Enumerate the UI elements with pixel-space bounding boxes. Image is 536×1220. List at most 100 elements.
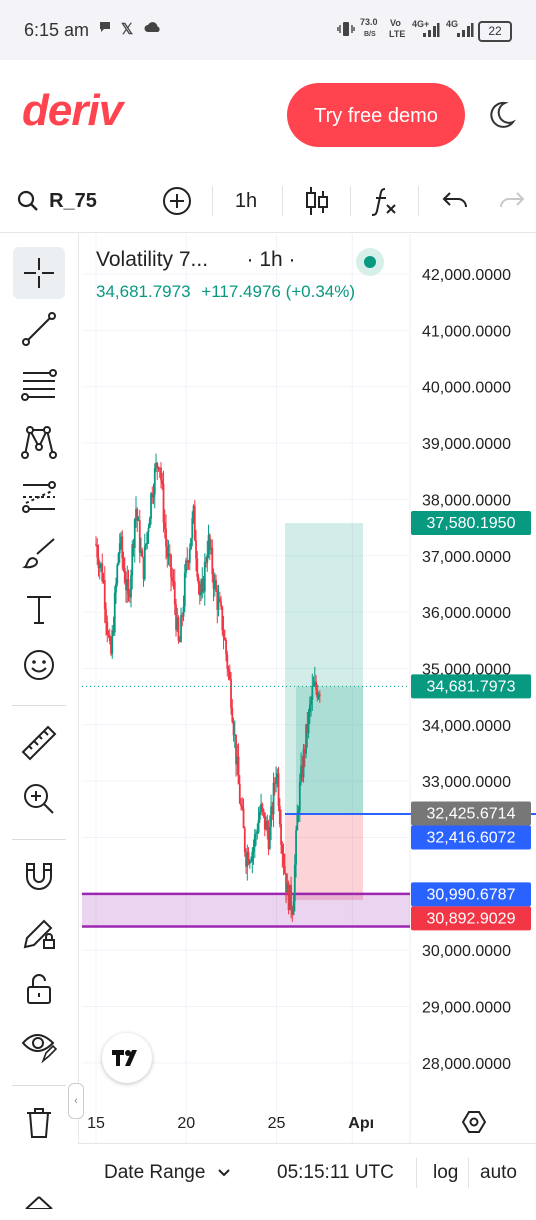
undo-button[interactable] (437, 170, 473, 232)
candle-body (198, 583, 201, 596)
price-tick-label: 31,000.0000 (422, 887, 511, 904)
brush-tool[interactable] (13, 527, 65, 579)
remove-drawings-tool[interactable] (13, 1097, 65, 1149)
candle-body (187, 562, 190, 564)
try-free-demo-button[interactable]: Try free demo (287, 83, 465, 147)
candle-body (241, 806, 244, 809)
candle-body (153, 468, 156, 495)
candle-body (307, 711, 310, 734)
crosshair-tool[interactable] (13, 247, 65, 299)
text-tool[interactable] (13, 583, 65, 635)
deriv-logo[interactable]: deriv (22, 86, 123, 135)
collapse-toolbar-tab[interactable]: ‹ (68, 1083, 84, 1119)
candle-body (132, 544, 135, 549)
candle-body (215, 580, 217, 591)
plus-circle-icon (163, 187, 191, 215)
candle-body (183, 572, 186, 607)
candle-body (133, 519, 136, 549)
prediction-tool[interactable] (13, 471, 65, 523)
candle-body (288, 884, 291, 910)
price-badge (411, 825, 531, 850)
candle-body (167, 553, 170, 558)
date-range-button[interactable]: Date Range (104, 1162, 231, 1184)
symbol-label: R_75 (49, 189, 97, 212)
candle-body (247, 852, 250, 864)
zoom-in-tool[interactable] (13, 773, 65, 825)
support-zone (82, 893, 410, 927)
candle-body (121, 536, 124, 559)
candle-body (275, 778, 277, 784)
candle-body (311, 685, 314, 701)
candle-body (237, 756, 240, 785)
price-badge-text: 34,681.7973 (427, 678, 516, 695)
tv-logo-icon (112, 1050, 137, 1066)
chart-legend[interactable]: Volatility 7... · 1h · 34,681.7973 +117.… (96, 248, 355, 301)
candle-body (253, 834, 256, 848)
candle-body (262, 809, 265, 813)
candle-body (280, 823, 282, 845)
price-tick-label: 41,000.0000 (422, 323, 511, 340)
candle-body (315, 681, 317, 690)
chart-settings-button[interactable] (461, 1110, 487, 1134)
chart-grid (82, 234, 411, 1143)
search-icon (17, 190, 38, 211)
price-tick-label: 40,000.0000 (422, 380, 511, 397)
ruler-tool[interactable] (13, 717, 65, 769)
magnet-tool[interactable] (13, 851, 65, 903)
fib-tool[interactable] (13, 359, 65, 411)
candle-body (233, 734, 236, 736)
candle-body (256, 832, 259, 834)
candle-body (258, 811, 261, 820)
hide-drawings-tool[interactable] (13, 1019, 65, 1071)
candle-body (95, 544, 97, 546)
candle-body (127, 579, 130, 594)
candle-body (211, 547, 214, 575)
candle-body (116, 564, 119, 584)
candle-body (202, 578, 205, 592)
candle-body (185, 560, 187, 573)
lock-drawings-tool[interactable] (13, 963, 65, 1015)
vibrate-icon (337, 21, 355, 41)
redo-button[interactable] (494, 170, 530, 232)
brush-icon (21, 538, 55, 569)
interval-button[interactable]: 1h (234, 189, 258, 212)
candle-body (141, 550, 144, 558)
price-values: 34,681.7973 +117.4976 (+0.34%) (96, 282, 396, 302)
candle-body (140, 550, 142, 553)
candle-body (161, 480, 164, 484)
diamond-icon (25, 1196, 53, 1209)
candle-body (308, 704, 311, 712)
moon-icon[interactable] (486, 100, 516, 130)
candle-body (130, 575, 132, 598)
symbol-search[interactable]: R_75 (12, 170, 102, 232)
log-scale-toggle[interactable]: log (433, 1162, 459, 1183)
utc-clock[interactable]: 05:15:11 UTC (277, 1162, 394, 1183)
stay-in-drawing-mode-tool[interactable] (13, 907, 65, 959)
candle-body (271, 806, 274, 815)
auto-scale-toggle[interactable]: auto (480, 1162, 517, 1183)
candle-body (283, 865, 286, 874)
crosshair-icon (24, 258, 54, 288)
candle-body (291, 909, 294, 915)
pattern-icon (21, 426, 57, 459)
trend-line-tool[interactable] (13, 303, 65, 355)
candle-body (108, 635, 111, 642)
candle-body (180, 615, 182, 643)
candle-body (302, 748, 305, 778)
emoji-tool[interactable] (13, 639, 65, 691)
candle-body (186, 560, 189, 563)
add-symbol-button[interactable] (158, 170, 196, 232)
candle-body (165, 528, 167, 547)
candle-body (107, 634, 110, 636)
more-tools[interactable] (13, 1168, 65, 1220)
pattern-tool[interactable] (13, 415, 65, 467)
price-axis: 42,000.0000 41,000.0000 40,000.0000 39,000.… (422, 267, 511, 1073)
price-tick-label: 29,000.0000 (422, 1000, 511, 1017)
indicators-button[interactable] (366, 170, 402, 232)
candle-body (196, 558, 199, 578)
candle-body (313, 681, 316, 686)
candle-body (300, 765, 302, 783)
tradingview-logo[interactable] (102, 1033, 152, 1083)
x-icon: 𝕏 (121, 21, 134, 38)
chart-type-button[interactable] (298, 170, 336, 232)
